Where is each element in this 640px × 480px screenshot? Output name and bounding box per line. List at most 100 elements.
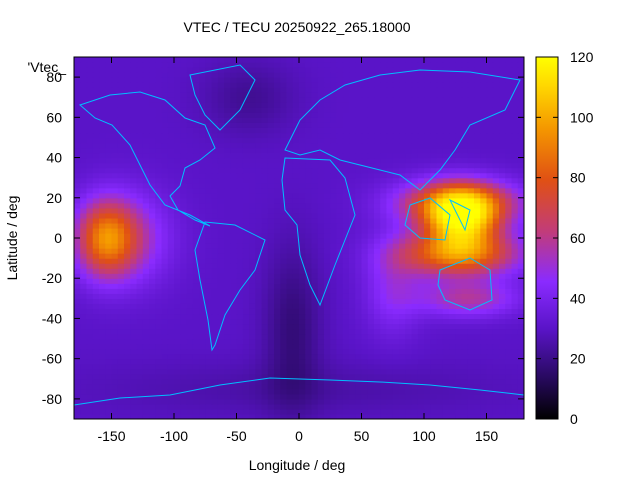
heatmap-cell <box>117 263 125 269</box>
heatmap-cell <box>136 323 144 330</box>
heatmap-cell <box>417 87 425 93</box>
heatmap-cell <box>261 142 269 149</box>
heatmap-cell <box>461 182 469 189</box>
heatmap-cell <box>261 343 269 350</box>
heatmap-cell <box>486 82 494 88</box>
heatmap-cell <box>392 258 400 264</box>
heatmap-cell <box>436 127 444 134</box>
heatmap-cell <box>136 258 144 264</box>
heatmap-cell <box>380 263 388 269</box>
heatmap-cell <box>99 162 106 169</box>
heatmap-cell <box>311 202 319 209</box>
heatmap-cell <box>399 207 406 214</box>
heatmap-cell <box>430 127 438 134</box>
heatmap-cell <box>217 258 225 264</box>
heatmap-cell <box>280 298 288 304</box>
heatmap-cell <box>174 202 181 209</box>
heatmap-cell <box>180 243 188 249</box>
heatmap-cell <box>130 383 138 390</box>
heatmap-cell <box>211 348 219 355</box>
heatmap-cell <box>336 403 344 410</box>
heatmap-cell <box>474 238 481 244</box>
heatmap-cell <box>324 393 331 400</box>
heatmap-cell <box>105 72 113 78</box>
heatmap-cell <box>474 117 481 123</box>
heatmap-cell <box>249 293 256 299</box>
heatmap-cell <box>461 313 469 320</box>
heatmap-cell <box>305 238 313 244</box>
heatmap-cell <box>317 343 325 350</box>
heatmap-cell <box>80 408 88 415</box>
heatmap-cell <box>486 197 494 204</box>
heatmap-cell <box>224 328 231 335</box>
heatmap-cell <box>217 338 225 345</box>
heatmap-cell <box>517 398 524 405</box>
heatmap-cell <box>230 152 238 159</box>
heatmap-cell <box>411 303 419 309</box>
heatmap-cell <box>155 167 163 174</box>
heatmap-cell <box>211 157 219 164</box>
heatmap-cell <box>186 343 194 350</box>
heatmap-cell <box>280 212 288 219</box>
heatmap-cell <box>267 107 275 113</box>
heatmap-cell <box>155 187 163 194</box>
heatmap-cell <box>311 157 319 164</box>
heatmap-cell <box>311 343 319 350</box>
heatmap-cell <box>386 232 394 239</box>
heatmap-cell <box>405 222 413 229</box>
heatmap-cell <box>280 353 288 360</box>
heatmap-cell <box>111 388 119 395</box>
heatmap-cell <box>330 413 338 419</box>
heatmap-cell <box>467 338 475 345</box>
heatmap-cell <box>224 192 231 199</box>
heatmap-cell <box>280 293 288 299</box>
heatmap-cell <box>92 413 100 419</box>
heatmap-cell <box>417 142 425 149</box>
heatmap-cell <box>124 72 131 78</box>
heatmap-cell <box>117 253 125 259</box>
heatmap-cell <box>386 388 394 395</box>
heatmap-cell <box>136 263 144 269</box>
heatmap-cell <box>505 152 513 159</box>
heatmap-cell <box>124 127 131 134</box>
heatmap-cell <box>261 353 269 360</box>
heatmap-cell <box>136 283 144 289</box>
heatmap-cell <box>230 197 238 204</box>
heatmap-cell <box>149 273 156 279</box>
heatmap-cell <box>224 77 231 83</box>
heatmap-cell <box>86 112 94 118</box>
heatmap-cell <box>405 157 413 164</box>
heatmap-cell <box>149 152 156 159</box>
heatmap-cell <box>124 217 131 224</box>
heatmap-cell <box>161 333 169 340</box>
heatmap-cell <box>211 207 219 214</box>
heatmap-cell <box>124 92 131 98</box>
heatmap-cell <box>411 112 419 118</box>
heatmap-cell <box>124 97 131 103</box>
heatmap-cell <box>430 97 438 103</box>
heatmap-cell <box>217 383 225 390</box>
heatmap-cell <box>161 202 169 209</box>
heatmap-cell <box>480 408 488 415</box>
heatmap-cell <box>430 283 438 289</box>
heatmap-cell <box>305 288 313 294</box>
heatmap-cell <box>142 212 150 219</box>
heatmap-cell <box>405 323 413 330</box>
heatmap-cell <box>411 328 419 335</box>
heatmap-cell <box>386 82 394 88</box>
heatmap-cell <box>311 127 319 134</box>
heatmap-cell <box>411 207 419 214</box>
heatmap-cell <box>380 283 388 289</box>
heatmap-cell <box>355 177 363 184</box>
heatmap-cell <box>267 162 275 169</box>
heatmap-cell <box>174 222 181 229</box>
heatmap-cell <box>299 303 306 309</box>
heatmap-cell <box>86 162 94 169</box>
heatmap-cell <box>86 117 94 123</box>
heatmap-cell <box>217 142 225 149</box>
heatmap-cell <box>392 353 400 360</box>
heatmap-cell <box>130 268 138 274</box>
heatmap-cell <box>317 222 325 229</box>
heatmap-cell <box>474 318 481 325</box>
heatmap-cell <box>142 308 150 315</box>
